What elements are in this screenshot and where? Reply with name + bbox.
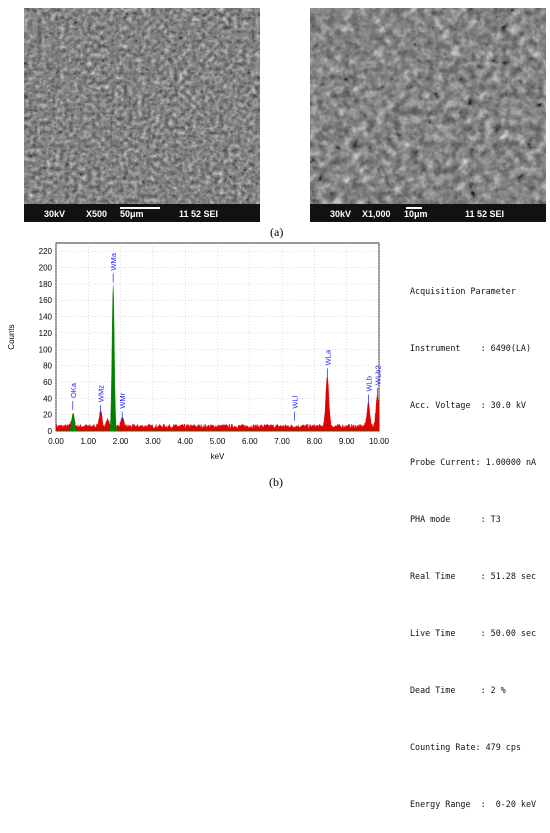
peak-label: OKa (69, 382, 78, 398)
spectrum-red-series (55, 376, 380, 432)
x-axis-label: keV (211, 452, 225, 461)
eds-spectrum-chart: 0.00 1.00 2.00 3.00 4.00 5.00 6.00 7.00 8.00 9.00… (7, 242, 390, 461)
acquisition-row: Probe Current: 1.00000 nA (410, 457, 537, 467)
y-tick-label: 40 (43, 394, 52, 403)
y-tick-label: 140 (39, 313, 53, 322)
sem-texture-right (310, 8, 546, 222)
acquisition-title: Acquisition Parameter (410, 286, 516, 296)
peak-label: WMa (109, 252, 118, 270)
acquisition-row: Instrument : 6490(LA) (410, 343, 532, 353)
x-tick-label: 5.00 (210, 437, 226, 446)
x-tick-label: 10.00 (369, 437, 390, 446)
sem-scale-label: 50μm (120, 209, 144, 219)
sem-magnification: X500 (86, 209, 108, 219)
x-tick-label: 1.00 (81, 437, 97, 446)
sem-magnification: X1,000 (362, 209, 391, 219)
x-tick-label: 3.00 (145, 437, 161, 446)
x-tick-label: 6.00 (242, 437, 258, 446)
sem-image-x500: 30kV X500 50μm 11 52 SEI (24, 8, 260, 222)
y-tick-label: 0 (48, 427, 53, 436)
y-tick-label: 180 (39, 280, 53, 289)
sem-texture-left (24, 8, 260, 222)
scale-bar-line (120, 207, 160, 209)
acquisition-row: Counting Rate: 479 cps (410, 742, 521, 752)
acquisition-row: Live Time : 50.00 sec (410, 628, 537, 638)
x-tick-label: 8.00 (307, 437, 323, 446)
y-tick-label: 20 (43, 411, 52, 420)
sem-scale-label: 10μm (404, 209, 428, 219)
sem-voltage: 30kV (330, 209, 352, 219)
acquisition-row: Real Time : 51.28 sec (410, 571, 537, 581)
sem-info-bar (24, 204, 260, 222)
peak-label: WMz (97, 385, 106, 402)
peak-label: WLb2 (373, 365, 382, 385)
peak-label: WLb (364, 376, 373, 391)
y-axis-label: Counts (7, 324, 16, 349)
y-tick-label: 60 (43, 378, 52, 387)
acquisition-row: Energy Range : 0-20 keV (410, 799, 537, 809)
spectrum-green-series (56, 285, 379, 432)
y-tick-label: 200 (39, 264, 53, 273)
sem-info: 11 52 SEI (179, 209, 219, 219)
y-tick-label: 120 (39, 329, 53, 338)
sem-info: 11 52 SEI (465, 209, 505, 219)
sem-voltage: 30kV (44, 209, 66, 219)
caption-b: (b) (269, 475, 283, 489)
caption-a: (a) (270, 225, 284, 239)
x-tick-label: 2.00 (113, 437, 129, 446)
x-tick-label: 4.00 (177, 437, 193, 446)
y-tick-label: 80 (43, 362, 52, 371)
sem-image-x1000: 30kV X1,000 10μm 11 52 SEI (310, 8, 546, 222)
x-tick-label: 9.00 (339, 437, 355, 446)
y-tick-label: 220 (39, 247, 53, 256)
y-tick-label: 160 (39, 296, 53, 305)
x-tick-label: 7.00 (274, 437, 290, 446)
acquisition-panel: Acquisition Parameter Instrument : 6490(… (410, 244, 536, 833)
x-tick-label: 0.00 (48, 437, 64, 446)
peak-label: WMr (118, 392, 127, 408)
sem-info-bar (310, 204, 546, 222)
acquisition-row: Acc. Voltage : 30.0 kV (410, 400, 526, 410)
peak-label: WLa (323, 349, 332, 365)
acquisition-row: PHA mode : T3 (410, 514, 501, 524)
acquisition-row: Dead Time : 2 % (410, 685, 506, 695)
scale-bar-line (406, 207, 422, 209)
peak-label: WLl (290, 395, 299, 408)
y-tick-label: 100 (39, 345, 53, 354)
